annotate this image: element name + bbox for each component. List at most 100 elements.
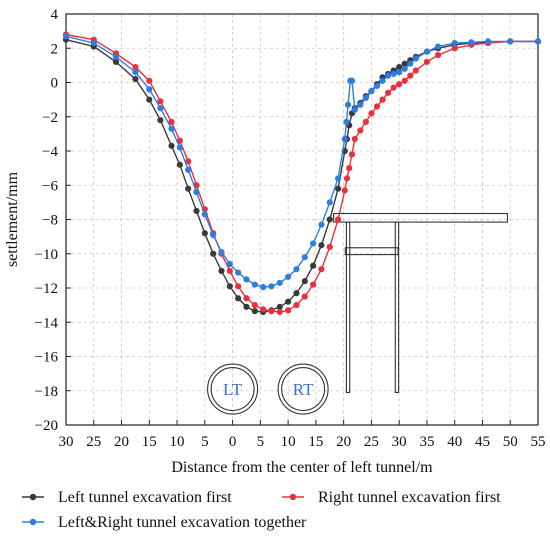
x-tick-label: 5	[201, 434, 209, 450]
x-tick-label: 20	[114, 434, 129, 450]
series-1-point	[396, 63, 403, 71]
x-tick-label: 0	[229, 434, 237, 450]
series-3-point	[357, 101, 364, 108]
series-2-point	[293, 302, 300, 309]
legend-item-left-first-marker	[29, 493, 37, 501]
series-2-point	[407, 72, 414, 79]
series-2-point	[260, 306, 267, 313]
series-1-point	[168, 142, 175, 149]
y-tick-label: 0	[51, 76, 59, 92]
series-1	[62, 36, 542, 316]
series-1-point	[201, 230, 208, 237]
series-3-point	[268, 283, 275, 290]
series-1-point	[146, 96, 153, 103]
series-3-point	[132, 69, 139, 76]
x-tick-label: 15	[308, 434, 323, 450]
legend-item-together-label: Left&Right tunnel excavation together	[58, 514, 307, 531]
x-tick-label: 10	[281, 434, 296, 450]
series-3-point	[534, 38, 542, 45]
series-2-point	[268, 308, 275, 315]
series-1-point	[251, 308, 258, 315]
x-tick-label: 25	[86, 434, 101, 450]
series-2-point	[146, 77, 153, 84]
series-3-point	[434, 43, 442, 50]
series-2-point	[348, 151, 356, 158]
series-2-point	[276, 308, 283, 316]
series-2-point	[168, 118, 175, 125]
series-2-point	[157, 98, 164, 105]
series-3-point	[201, 211, 208, 218]
left-tunnel-inner-ring	[210, 366, 255, 412]
series-2-point	[226, 267, 233, 274]
series-1-point	[310, 262, 317, 269]
series-2-point	[412, 67, 419, 74]
y-tick-label: −14	[35, 315, 59, 331]
series-3-point	[379, 77, 386, 84]
y-tick-label: −12	[35, 281, 58, 297]
series-3-point	[276, 279, 283, 286]
series-3-point	[210, 231, 217, 239]
series-1-point	[112, 58, 120, 66]
legend: Left tunnel excavation first Right tunnel…	[22, 489, 501, 531]
series-3-point	[326, 199, 333, 206]
series-1-point	[210, 250, 217, 257]
series-2-point	[351, 135, 358, 143]
series-3-point	[396, 69, 403, 76]
y-axis-label: settlement/mm	[4, 171, 21, 267]
series-2-line	[65, 33, 538, 313]
series-2-point	[384, 89, 392, 96]
series-3-point	[260, 284, 267, 291]
tunnel-markers: LT RT	[207, 363, 329, 415]
x-axis-label: Distance from the center of left tunnel/…	[171, 459, 433, 476]
series-3-point	[112, 53, 120, 60]
series-3-point	[176, 144, 183, 151]
series-1-point	[276, 303, 283, 310]
legend-item-together-marker	[29, 518, 37, 526]
series-3-point	[341, 135, 348, 143]
series-3-point	[243, 276, 250, 283]
series-1-point	[285, 298, 292, 305]
right-tunnel-inner-ring	[281, 366, 326, 412]
y-tick-label: −20	[35, 418, 58, 434]
series-3-point	[507, 38, 514, 45]
series-2-point	[243, 295, 250, 302]
structure-left-pile	[345, 221, 351, 394]
x-tick-label: 25	[364, 434, 379, 450]
structure-deck-slab	[333, 212, 509, 223]
legend-item-right-first-label: Right tunnel excavation first	[318, 489, 501, 506]
x-tick-label: 50	[503, 434, 518, 450]
y-tick-label: −8	[42, 213, 58, 229]
series-3-point	[351, 106, 358, 113]
series-3-point	[334, 175, 342, 182]
series-3-point	[390, 70, 397, 78]
x-tick-label: 35	[419, 434, 434, 450]
series-1-point	[218, 267, 225, 274]
series-3-point	[146, 86, 153, 93]
series-1-point	[334, 185, 342, 192]
series-2-point	[341, 187, 348, 194]
series-1-point	[401, 60, 408, 67]
grid-lines	[66, 14, 538, 425]
series-3	[62, 33, 542, 291]
series-3-point	[451, 40, 458, 47]
series-2-point	[310, 281, 317, 288]
left-tunnel-label: LT	[223, 380, 243, 399]
series-1-point	[293, 290, 300, 297]
legend-item-left-first-label: Left tunnel excavation first	[58, 489, 232, 506]
series-3-point	[157, 105, 164, 112]
series-2-point	[396, 81, 403, 88]
series-2-point	[401, 77, 408, 84]
series-3-point	[285, 273, 292, 280]
legend-item-right-first: Right tunnel excavation first	[282, 489, 501, 506]
legend-item-together: Left&Right tunnel excavation together	[22, 514, 307, 531]
x-tick-label: 40	[447, 434, 462, 450]
series-1-point	[226, 283, 233, 290]
y-tick-label: −4	[42, 144, 58, 160]
series-3-point	[412, 55, 419, 62]
x-tick-label: 55	[531, 434, 546, 450]
structure-right-pile	[394, 221, 400, 394]
series-1-point	[157, 117, 164, 124]
series-1-point	[301, 278, 308, 285]
series-2-point	[362, 118, 369, 125]
